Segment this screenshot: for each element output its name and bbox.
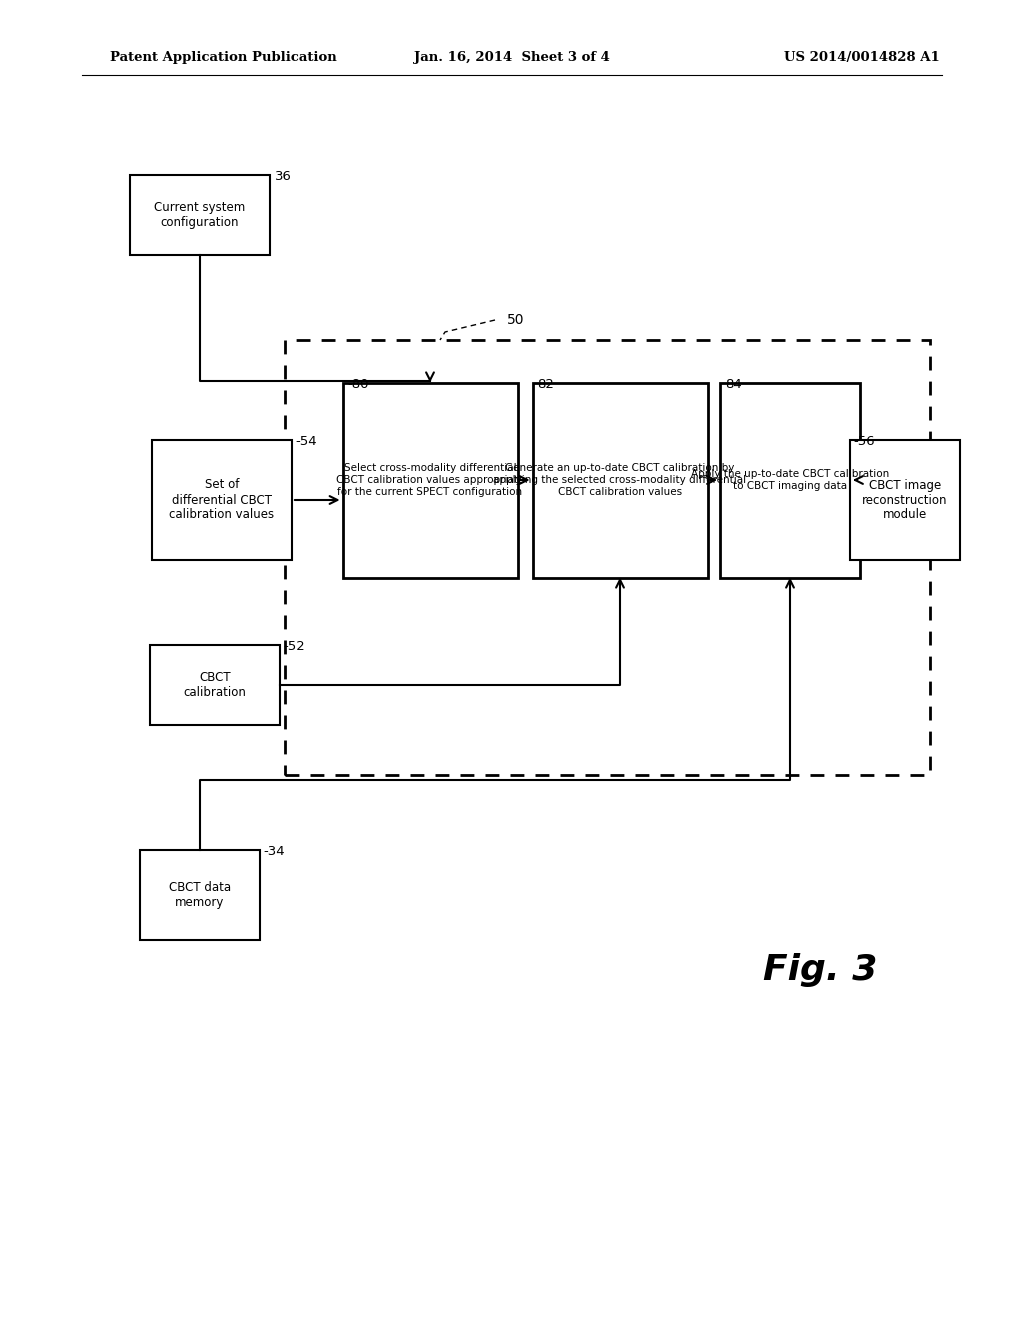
Text: Jan. 16, 2014  Sheet 3 of 4: Jan. 16, 2014 Sheet 3 of 4 — [414, 51, 610, 65]
Text: CBCT image
reconstruction
module: CBCT image reconstruction module — [862, 479, 948, 521]
Text: Apply the up-to-date CBCT calibration
to CBCT imaging data: Apply the up-to-date CBCT calibration to… — [691, 469, 889, 491]
Bar — [140, 850, 260, 940]
Text: -80: -80 — [347, 378, 369, 391]
Bar — [850, 440, 961, 560]
Text: Patent Application Publication: Patent Application Publication — [110, 51, 337, 65]
Text: Generate an up-to-date CBCT calibration by
applying the selected cross-modality : Generate an up-to-date CBCT calibration … — [494, 463, 746, 496]
Bar — [342, 383, 517, 578]
Text: Current system
configuration: Current system configuration — [155, 201, 246, 228]
Text: -54: -54 — [295, 436, 316, 447]
Bar — [150, 645, 280, 725]
Text: -34: -34 — [263, 845, 285, 858]
Bar — [152, 440, 292, 560]
Bar — [532, 383, 708, 578]
Text: -52: -52 — [283, 640, 305, 653]
Bar — [720, 383, 860, 578]
Text: CBCT
calibration: CBCT calibration — [183, 671, 247, 700]
Text: -56: -56 — [853, 436, 874, 447]
Text: 50: 50 — [507, 313, 524, 327]
Text: US 2014/0014828 A1: US 2014/0014828 A1 — [784, 51, 940, 65]
Text: 82: 82 — [538, 378, 554, 391]
Text: CBCT data
memory: CBCT data memory — [169, 880, 231, 909]
Text: Fig. 3: Fig. 3 — [763, 953, 878, 987]
Text: 84: 84 — [725, 378, 741, 391]
Bar — [285, 341, 930, 775]
Text: 36: 36 — [275, 170, 292, 183]
Bar — [130, 176, 270, 255]
Text: Set of
differential CBCT
calibration values: Set of differential CBCT calibration val… — [169, 479, 274, 521]
Text: Select cross-modality differential
CBCT calibration values appropriate
for the c: Select cross-modality differential CBCT … — [336, 463, 524, 496]
